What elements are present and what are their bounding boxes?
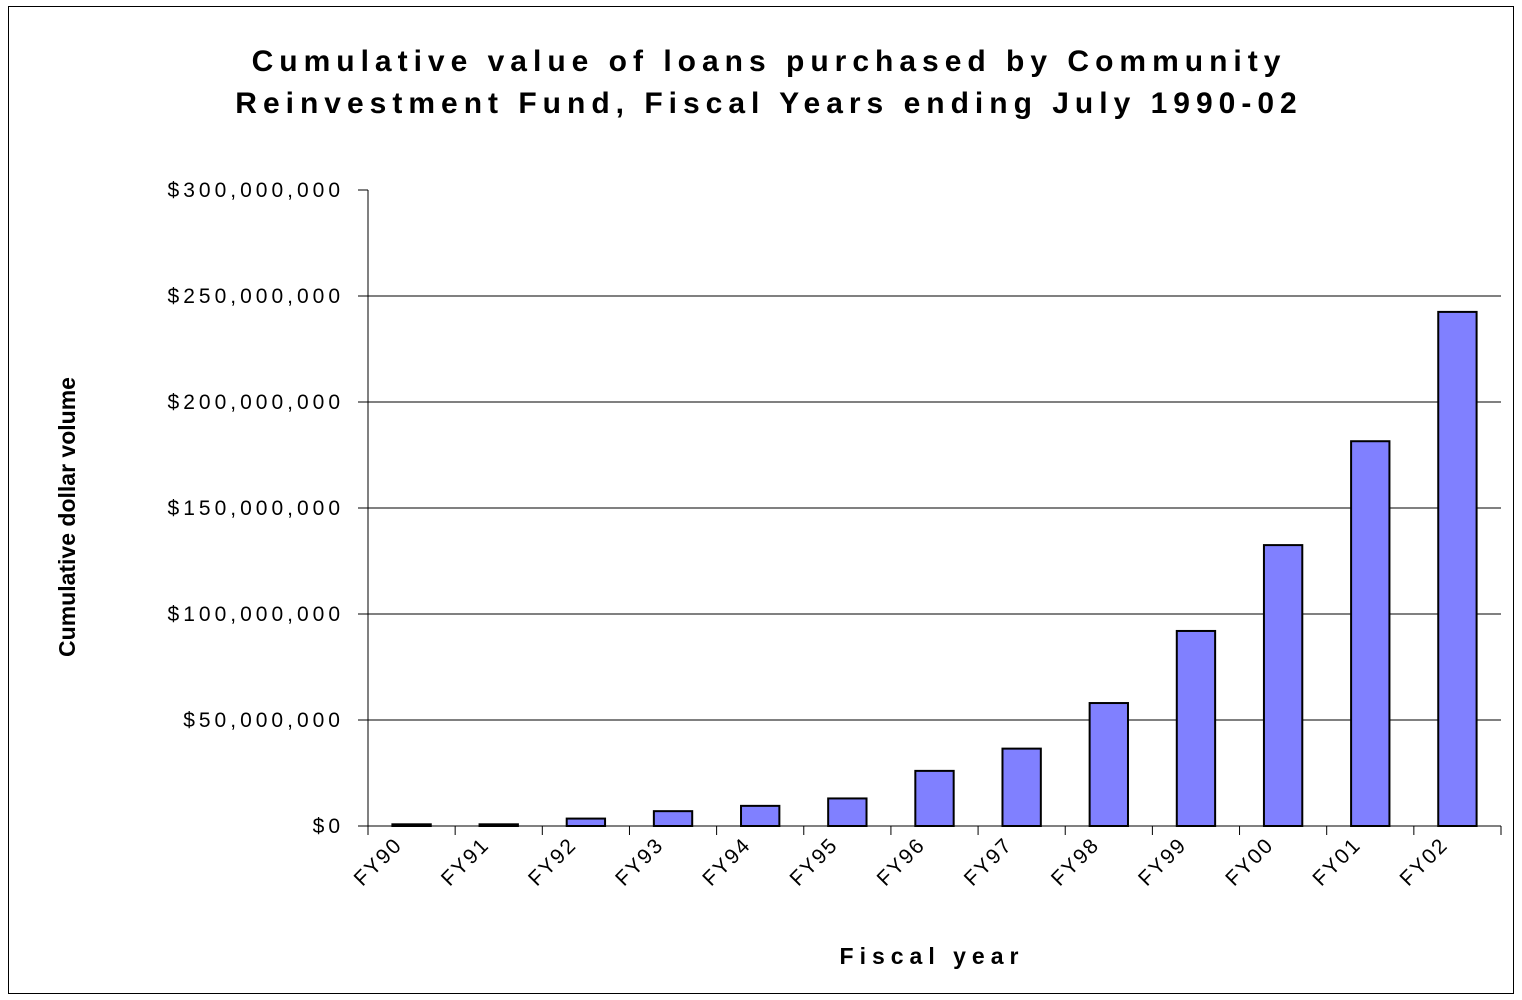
bar bbox=[1088, 702, 1129, 827]
x-category-label: FY01 bbox=[1308, 833, 1365, 890]
bar bbox=[1175, 629, 1217, 828]
x-category-label: FY98 bbox=[1047, 833, 1104, 890]
axes bbox=[367, 190, 1502, 835]
y-tick-label: $100,000,000 bbox=[168, 603, 344, 626]
x-axis-categories: FY90 FY91 FY92 FY93 FY94 FY95 FY96 FY97 FY98 FY99… bbox=[350, 833, 1453, 890]
y-tick-label: $50,000,000 bbox=[183, 709, 344, 732]
y-tick-label: $150,000,000 bbox=[168, 497, 344, 520]
x-category-label: FY93 bbox=[611, 833, 668, 890]
bar bbox=[652, 810, 694, 827]
x-category-label: FY96 bbox=[873, 833, 930, 890]
x-category-label: FY92 bbox=[524, 833, 581, 890]
y-tick-label: $0 bbox=[313, 815, 344, 838]
x-category-label: FY99 bbox=[1134, 833, 1191, 890]
bar bbox=[1262, 544, 1304, 827]
gridlines bbox=[368, 295, 1501, 721]
y-tick-label: $300,000,000 bbox=[168, 179, 344, 202]
bar bbox=[1001, 747, 1042, 827]
x-category-label: FY00 bbox=[1221, 833, 1278, 890]
chart-frame: Cumulative value of loans purchased by C… bbox=[8, 6, 1514, 994]
x-category-label: FY91 bbox=[437, 833, 494, 890]
chart-svg: Cumulative value of loans purchased by C… bbox=[54, 45, 1502, 969]
bars bbox=[391, 310, 1478, 828]
y-axis-title: Cumulative dollar volume bbox=[54, 377, 80, 657]
x-category-label: FY95 bbox=[785, 833, 842, 890]
chart-title-line-2: Reinvestment Fund, Fiscal Years ending J… bbox=[235, 87, 1302, 120]
bar bbox=[1350, 440, 1391, 827]
bar bbox=[1437, 310, 1478, 827]
x-category-label: FY97 bbox=[960, 833, 1017, 890]
x-axis-title: Fiscal year bbox=[840, 943, 1025, 969]
x-category-label: FY02 bbox=[1396, 833, 1453, 890]
x-category-label: FY90 bbox=[350, 833, 407, 890]
y-tick-label: $200,000,000 bbox=[168, 391, 344, 414]
y-axis-ticks: $0 $50,000,000 $100,000,000 $150,000,000 $20… bbox=[168, 179, 368, 838]
bar bbox=[827, 797, 868, 828]
x-category-label: FY94 bbox=[698, 833, 755, 890]
chart-title-line-1: Cumulative value of loans purchased by C… bbox=[252, 45, 1287, 78]
bar bbox=[740, 804, 781, 827]
chart-title: Cumulative value of loans purchased by C… bbox=[235, 45, 1302, 120]
bar bbox=[914, 769, 955, 828]
y-tick-label: $250,000,000 bbox=[168, 285, 344, 308]
bar bbox=[565, 817, 607, 828]
